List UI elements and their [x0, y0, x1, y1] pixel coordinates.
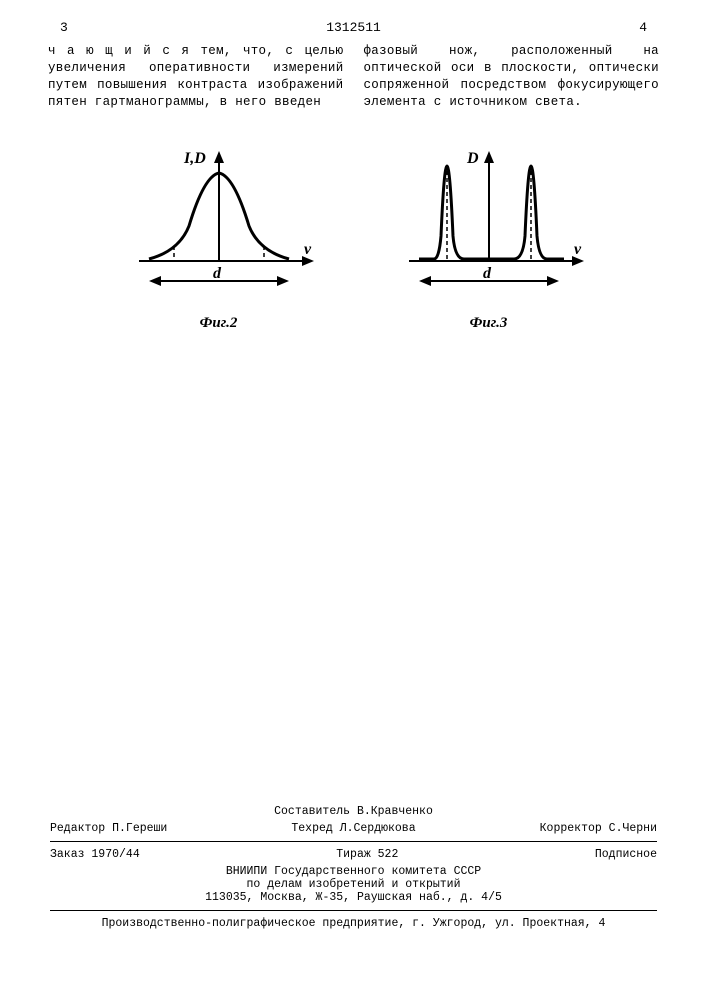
page-number-right: 4 [639, 20, 647, 35]
credits-row: Редактор П.Гереши Техред Л.Сердюкова Кор… [50, 822, 657, 835]
figure-2: I,D ν d Фиг.2 [109, 141, 329, 332]
compiler: Составитель В.Кравченко [50, 805, 657, 818]
column-left: ч а ю щ и й с я тем, что, с целью увелич… [48, 43, 344, 111]
svg-text:D: D [466, 150, 479, 167]
tirazh: Тираж 522 [336, 848, 398, 861]
svg-text:d: d [213, 265, 222, 282]
divider-1 [50, 841, 657, 842]
figures-row: I,D ν d Фиг.2 D ν d Фиг.3 [0, 141, 707, 332]
patent-number: 1312511 [68, 20, 639, 35]
techred: Техред Л.Сердюкова [291, 822, 415, 835]
order-row: Заказ 1970/44 Тираж 522 Подписное [50, 848, 657, 861]
subscription: Подписное [595, 848, 657, 861]
order-number: Заказ 1970/44 [50, 848, 140, 861]
org-line-2: по делам изобретений и открытий [50, 878, 657, 891]
page-number-left: 3 [60, 20, 68, 35]
figure-3: D ν d Фиг.3 [379, 141, 599, 332]
figure-3-caption: Фиг.3 [379, 315, 599, 332]
svg-text:ν: ν [574, 241, 582, 258]
org-line-1: ВНИИПИ Государственного комитета СССР [50, 865, 657, 878]
page-header: 3 1312511 4 [0, 0, 707, 35]
column-right: фазовый нож, расположенный на оптической… [364, 43, 660, 111]
body-columns: ч а ю щ и й с я тем, что, с целью увелич… [0, 35, 707, 111]
figure-3-svg: D ν d [379, 141, 599, 311]
svg-text:I,D: I,D [183, 150, 206, 167]
divider-2 [50, 910, 657, 911]
editor: Редактор П.Гереши [50, 822, 167, 835]
svg-text:ν: ν [304, 241, 312, 258]
corrector: Корректор С.Черни [540, 822, 657, 835]
figure-2-svg: I,D ν d [109, 141, 329, 311]
press-line: Производственно-полиграфическое предприя… [50, 917, 657, 930]
figure-2-caption: Фиг.2 [109, 315, 329, 332]
svg-text:d: d [483, 265, 492, 282]
address: 113035, Москва, Ж-35, Раушская наб., д. … [50, 891, 657, 904]
imprint-block: Составитель В.Кравченко Редактор П.Гереш… [0, 805, 707, 930]
